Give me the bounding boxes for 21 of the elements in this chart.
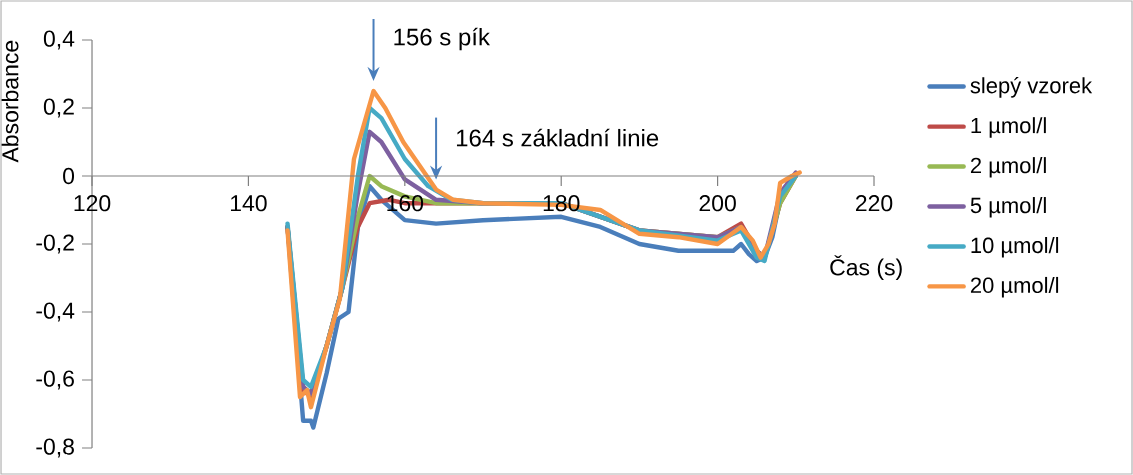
y-axis-title: Absorbance — [1, 40, 19, 163]
legend-label: 10 µmol/l — [971, 236, 1059, 258]
legend-label: 20 µmol/l — [970, 276, 1059, 298]
y-tick-label: -0,8 — [36, 438, 74, 458]
y-tick-label: 0 — [63, 167, 75, 185]
y-tick-label: -0,6 — [36, 370, 74, 390]
y-tick-label: 0,4 — [43, 30, 75, 50]
y-tick-label: -0,4 — [36, 302, 75, 322]
legend-label: 1 µmol/l — [971, 117, 1046, 138]
annotation: 156 s pík — [394, 27, 491, 51]
legend-label: 5 µmol/l — [970, 197, 1046, 218]
x-tick-label: 140 — [230, 195, 267, 212]
x-axis-title: Čas (s) — [830, 255, 902, 280]
legend-label: 2 µmol/l — [970, 157, 1046, 178]
annotation: 164 s základní linie — [456, 128, 659, 147]
x-tick-label: 220 — [855, 195, 893, 212]
x-tick-label: 120 — [74, 195, 111, 212]
y-tick-label: 0,2 — [43, 98, 74, 118]
x-tick-label: 200 — [699, 195, 736, 212]
legend-label: slepý vzorek — [970, 76, 1093, 98]
y-tick-label: -0,2 — [36, 234, 74, 254]
